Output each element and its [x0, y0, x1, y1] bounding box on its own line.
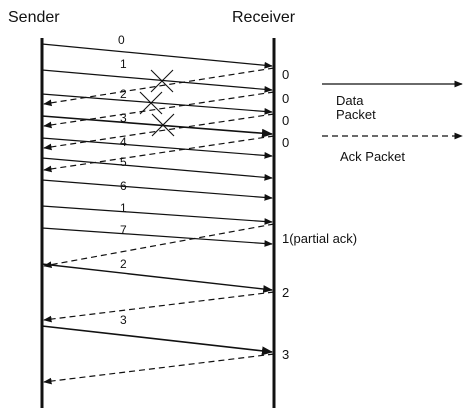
data-packet-arrow [41, 205, 273, 225]
ack-packet-arrow [43, 91, 275, 129]
data-packet-label: 3 [120, 111, 127, 125]
ack-packet-arrow [43, 291, 275, 323]
data-packet-label: 1 [120, 201, 127, 215]
data-packet-label: 7 [120, 223, 127, 237]
ack-packet-arrow [43, 67, 275, 107]
data-packet-label: 6 [120, 179, 127, 193]
data-packet-label: 2 [120, 87, 127, 101]
loss-mark-3 [151, 113, 175, 137]
legend-data-label-line2: Packet [336, 107, 376, 122]
data-packet-arrow [41, 227, 273, 247]
loss-mark-2 [139, 91, 163, 115]
data-packet-label: 3 [120, 313, 127, 327]
legend-ack-label: Ack Packet [340, 149, 406, 164]
ack-label: 0 [282, 135, 290, 150]
ack-label: 0 [282, 113, 290, 128]
data-packet-label: 0 [118, 33, 125, 47]
data-packet-arrow [41, 69, 273, 93]
legend-data-label-line1: Data [336, 93, 364, 108]
loss-mark-1 [150, 69, 174, 93]
ack-label: 0 [282, 91, 290, 106]
data-packet-arrow [41, 325, 274, 356]
receiver-header: Receiver [232, 9, 296, 26]
ack-label: 2 [282, 285, 290, 300]
data-packet-label: 2 [120, 257, 127, 271]
data-packet-arrow [41, 157, 273, 181]
ack-packet-arrow [43, 223, 275, 268]
ack-label: 1(partial ack) [282, 231, 358, 246]
data-packet-arrow [41, 263, 273, 293]
sender-header: Sender [8, 9, 60, 26]
data-packet-arrow [41, 115, 274, 138]
data-packet-arrow [41, 137, 273, 159]
ack-label: 0 [282, 67, 290, 82]
data-packet-arrow [41, 93, 273, 115]
ack-label: 3 [282, 347, 290, 362]
data-packet-arrow [41, 179, 273, 201]
ack-packet-arrow [43, 113, 275, 151]
data-packet-arrow [41, 43, 273, 69]
data-packet-label: 5 [120, 155, 127, 169]
ack-packet-arrow [43, 353, 275, 385]
ack-packet-arrow [43, 135, 275, 173]
data-packet-label: 4 [120, 135, 127, 149]
data-packet-label: 1 [120, 57, 127, 71]
